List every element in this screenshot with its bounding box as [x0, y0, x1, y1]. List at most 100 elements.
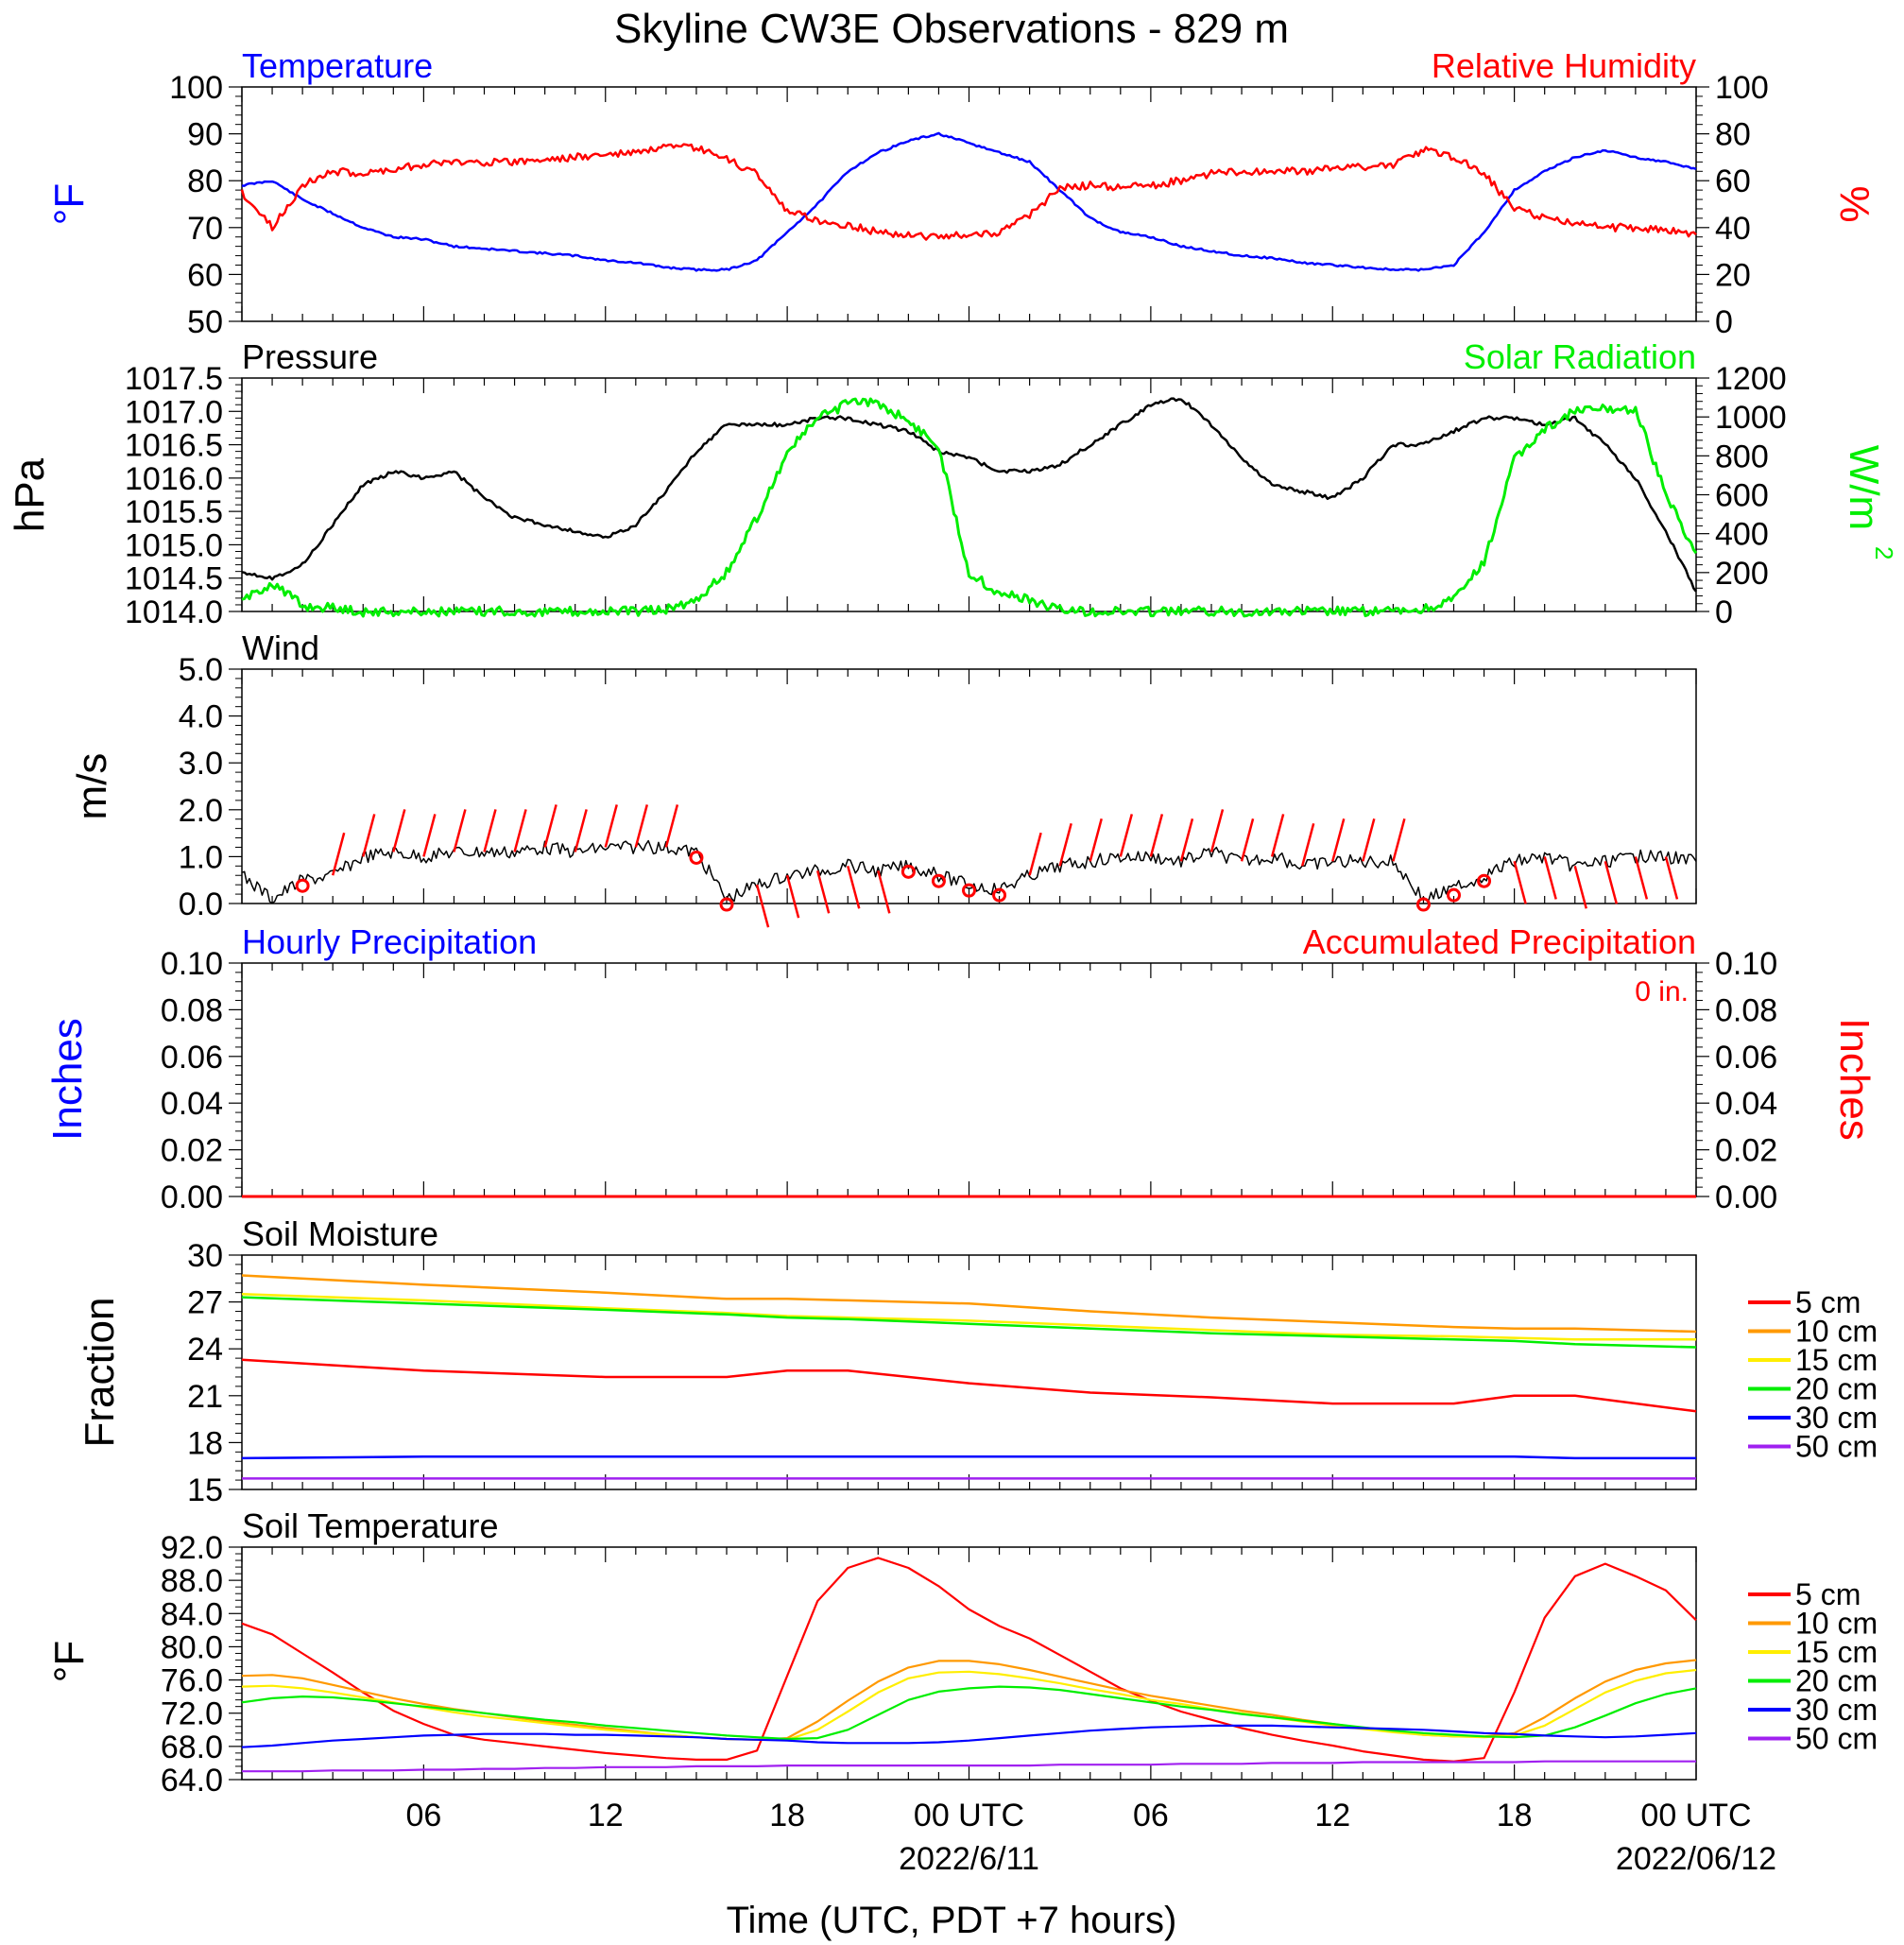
y-tick-label: 18: [187, 1425, 223, 1461]
accumulated-total-annotation: 0 in.: [1635, 976, 1689, 1007]
wind-barb: [1634, 856, 1649, 900]
panel-right-title: Solar Radiation: [1464, 337, 1696, 376]
legend-label: 20 cm: [1795, 1372, 1878, 1406]
y-tick-label: 1000: [1715, 400, 1787, 436]
y-tick-label: 1200: [1715, 361, 1787, 397]
panel-left-title: Pressure: [242, 337, 378, 376]
wind-speed-line: [241, 839, 1697, 904]
wind-barb: [483, 809, 497, 852]
wind-barb: [634, 804, 649, 848]
wind-barb: [1362, 818, 1376, 862]
y-axis-label-left: m/s: [69, 753, 115, 820]
calm-wind-marker: [1415, 897, 1431, 912]
calm-wind-marker: [295, 878, 310, 893]
y-tick-label: 0.10: [1715, 946, 1777, 982]
y-tick-label: 88.0: [161, 1563, 223, 1599]
legend-label: 50 cm: [1795, 1722, 1878, 1756]
y-tick-label: 80: [187, 164, 223, 199]
x-tick-label: 18: [1497, 1798, 1533, 1833]
y-tick-label: 20: [1715, 257, 1751, 293]
wind-barb: [1119, 814, 1134, 857]
panel-left-title: Soil Moisture: [242, 1214, 438, 1253]
y-axis-label-right: %: [1831, 185, 1878, 222]
legend-label: 20 cm: [1795, 1664, 1878, 1698]
calm-wind-marker: [719, 897, 734, 912]
x-date-label: 2022/06/12: [1616, 1841, 1776, 1877]
x-date-label: 2022/6/11: [899, 1841, 1039, 1877]
x-tick-label: 00 UTC: [914, 1798, 1024, 1833]
wind-barb: [574, 809, 588, 852]
calm-wind-marker: [689, 850, 704, 865]
y-tick-label: 1016.0: [125, 461, 223, 497]
calm-wind-marker: [931, 873, 946, 888]
plot-frame: [241, 962, 1697, 1197]
y-tick-label: 0.08: [161, 992, 223, 1028]
y-tick-label: 92.0: [161, 1530, 223, 1566]
x-tick-label: 06: [405, 1798, 441, 1833]
wind-barb: [1513, 861, 1527, 904]
legend-label: 15 cm: [1795, 1635, 1878, 1669]
panel-precipitation: 0.10 0.08 0.06 0.04 0.02 0.00 0.10 0.08 0.06 0.04…: [44, 922, 1878, 1215]
panel-soil-temperature: 92.088.084.080.076.072.068.064.0 Soil Tem…: [46, 1506, 1878, 1799]
y-axis-label-right: W/m: [1841, 445, 1887, 530]
y-tick-label: 3.0: [179, 746, 223, 782]
y-tick-label: 0.00: [161, 1179, 223, 1215]
soil-temperature-line: [241, 1724, 1697, 1748]
x-tick-label: 12: [588, 1798, 624, 1833]
x-axis: 06 12 18 00 UTC 06 12 18 00 UTC 2022/6/11 2022/06…: [405, 1798, 1776, 1877]
legend-label: 30 cm: [1795, 1693, 1878, 1727]
y-tick-label: 1.0: [179, 839, 223, 875]
y-tick-label: 1017.0: [125, 394, 223, 430]
soil-moisture-line: [241, 1296, 1697, 1349]
soil-moisture-line: [241, 1358, 1697, 1413]
y-axis-label-left: Inches: [44, 1018, 91, 1141]
panel-wind: 5.0 4.0 3.0 2.0 1.0 0.0 Wind m/s: [69, 628, 1697, 928]
y-tick-label: 0.00: [1715, 1179, 1777, 1215]
legend-label: 10 cm: [1795, 1315, 1878, 1349]
solar-radiation-line: [241, 397, 1698, 618]
y-tick-label: 1017.5: [125, 361, 223, 397]
y-axis-label-right-superscript: 2: [1870, 546, 1898, 559]
y-tick-label: 0.02: [1715, 1133, 1777, 1169]
y-tick-label: 2.0: [179, 793, 223, 829]
legend-label: 50 cm: [1795, 1430, 1878, 1464]
wind-barb: [604, 804, 618, 848]
y-tick-label: 40: [1715, 211, 1751, 247]
y-tick-label: 64.0: [161, 1763, 223, 1799]
humidity-line: [240, 143, 1697, 241]
legend-label: 5 cm: [1795, 1577, 1861, 1611]
y-tick-label: 60: [187, 257, 223, 293]
wind-barb: [1179, 818, 1194, 862]
wind-barb: [1149, 814, 1164, 857]
wind-barb: [1058, 822, 1072, 867]
y-axis-label-left: °F: [46, 183, 93, 225]
y-tick-label: 50: [187, 304, 223, 340]
y-tick-label: 100: [169, 70, 223, 106]
wind-barb: [1573, 865, 1587, 909]
panel-left-title: Temperature: [242, 46, 433, 85]
wind-barb: [362, 814, 376, 857]
y-tick-label: 0.06: [161, 1040, 223, 1076]
soil-moisture-line: [241, 1274, 1697, 1334]
wind-barb: [422, 814, 437, 857]
wind-barb: [1664, 856, 1679, 900]
y-tick-label: 0: [1715, 304, 1733, 340]
y-tick-label: 0.06: [1715, 1040, 1777, 1076]
y-tick-label: 0.0: [179, 886, 223, 922]
y-tick-label: 30: [187, 1238, 223, 1274]
soil-temperature-line: [242, 1760, 1696, 1773]
y-tick-label: 84.0: [161, 1596, 223, 1632]
y-tick-label: 600: [1715, 478, 1769, 514]
y-tick-label: 400: [1715, 517, 1769, 553]
calm-wind-marker: [1477, 873, 1492, 888]
y-tick-label: 1016.5: [125, 428, 223, 464]
wind-barb: [392, 809, 406, 852]
y-tick-label: 24: [187, 1332, 223, 1368]
legend-label: 30 cm: [1795, 1401, 1878, 1435]
calm-wind-marker: [1447, 887, 1461, 903]
wind-barb: [1543, 856, 1557, 900]
y-tick-label: 1014.0: [125, 594, 223, 630]
y-axis-label-left: Fraction: [77, 1298, 123, 1448]
y-tick-label: 100: [1715, 70, 1769, 106]
